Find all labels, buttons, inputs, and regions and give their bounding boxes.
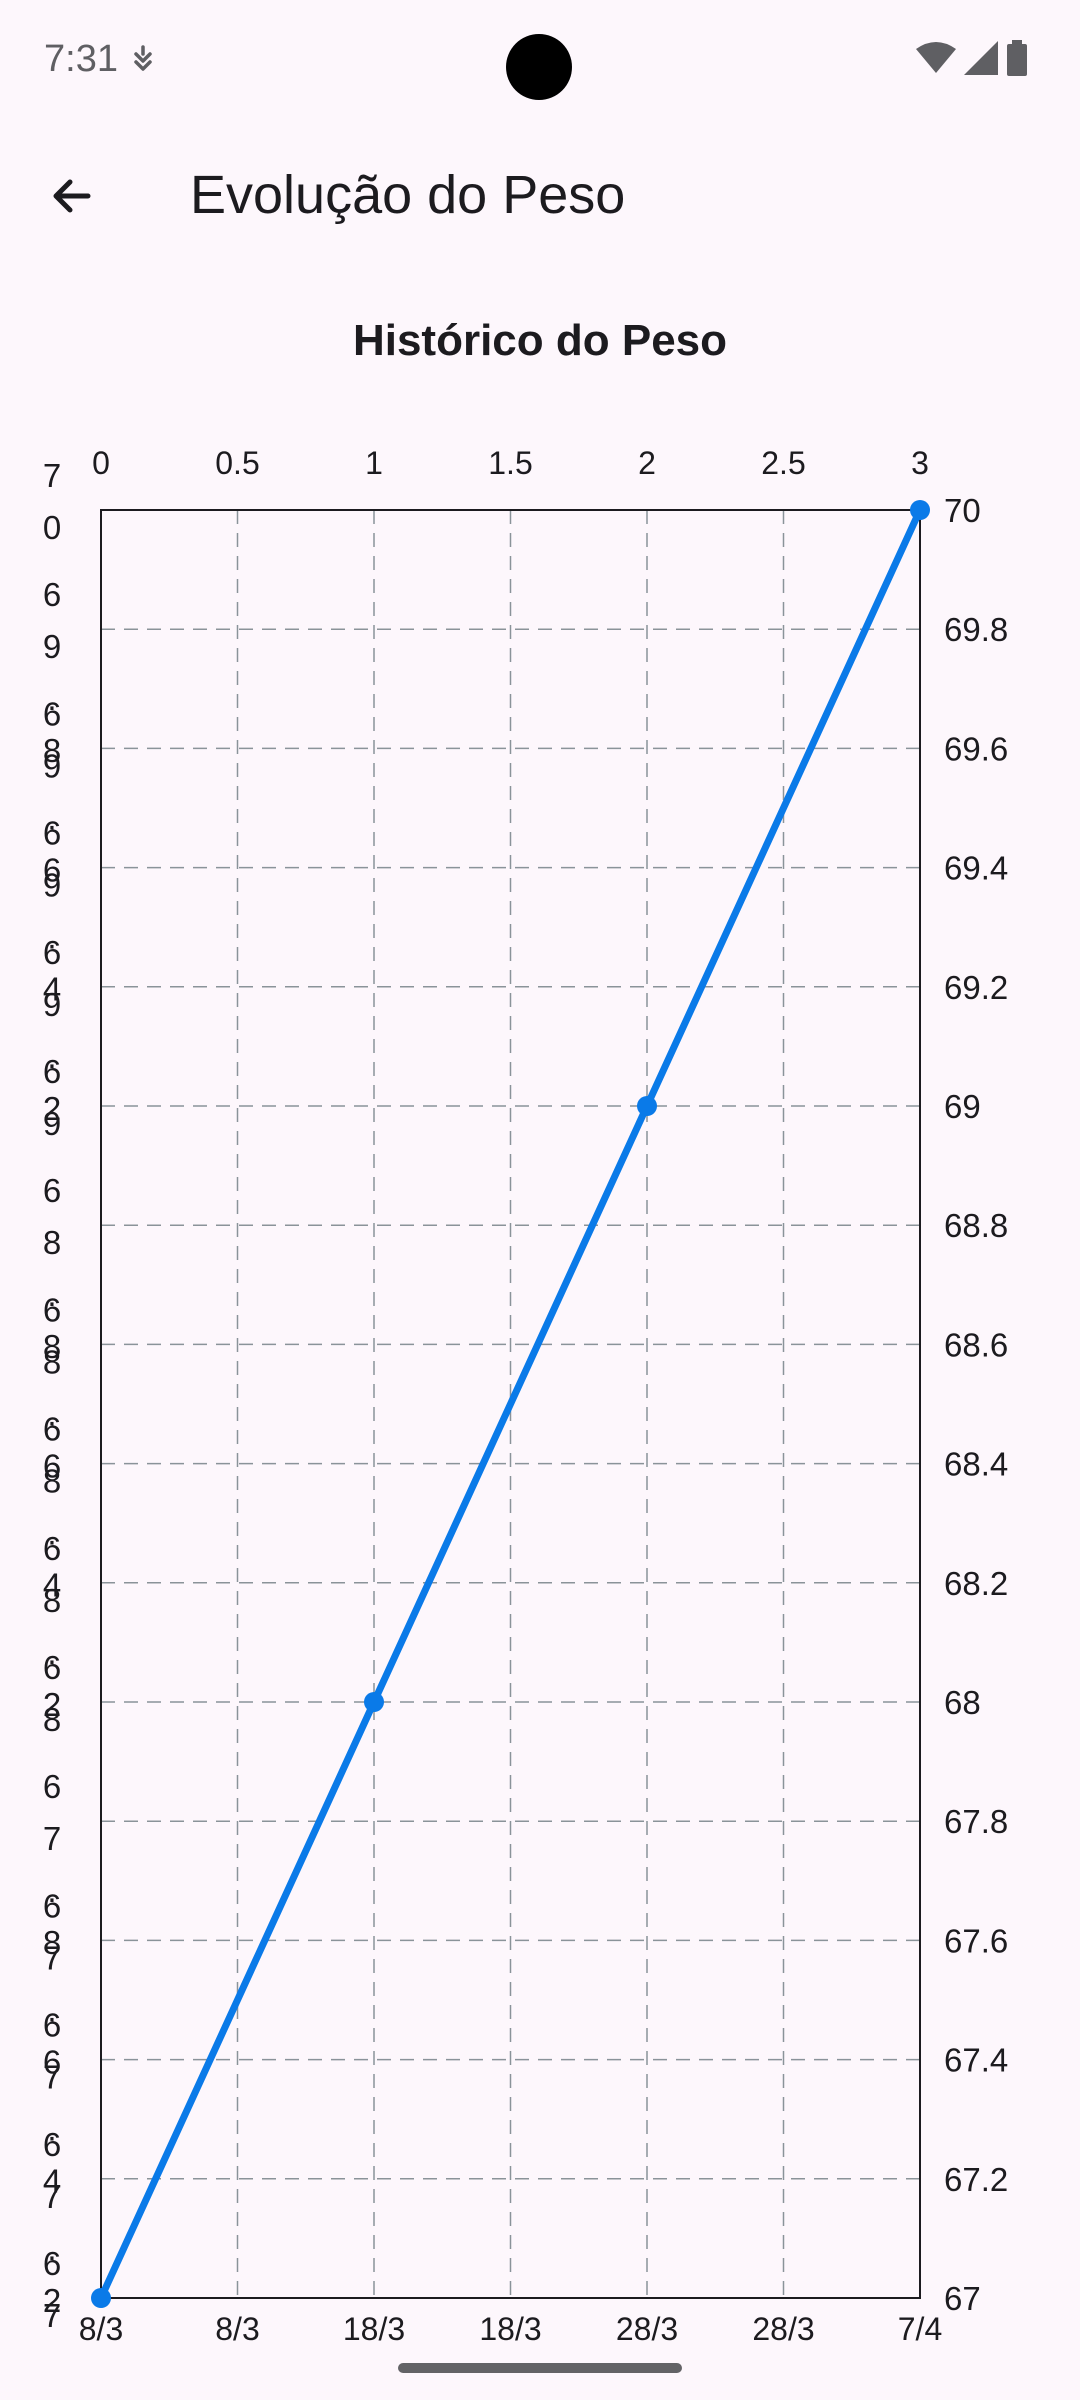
x-tick-label-top: 2.5 bbox=[761, 445, 805, 481]
data-point bbox=[910, 500, 930, 520]
plot-border bbox=[100, 509, 921, 2299]
x-tick-label-top: 1.5 bbox=[488, 445, 532, 481]
app-bar: Evolução do Peso bbox=[0, 140, 1080, 250]
x-tick-label-bottom: 7/4 bbox=[898, 2311, 942, 2347]
y-tick-label-right: 67 bbox=[944, 2280, 981, 2317]
y-tick-label-right: 68.2 bbox=[944, 1565, 1008, 1602]
y-tick-label-right: 69.8 bbox=[944, 611, 1008, 648]
data-point bbox=[91, 2288, 111, 2308]
y-tick-label-right: 69 bbox=[944, 1088, 981, 1125]
x-tick-label-bottom: 8/3 bbox=[79, 2311, 123, 2347]
x-tick-label-bottom: 18/3 bbox=[343, 2311, 405, 2347]
notification-icon bbox=[130, 44, 156, 79]
series-line bbox=[97, 506, 924, 2302]
gesture-nav-handle[interactable] bbox=[398, 2363, 682, 2373]
y-tick-label-right: 67.6 bbox=[944, 1922, 1008, 1959]
y-tick-label-right: 69.6 bbox=[944, 730, 1008, 767]
y-tick-label-right: 67.2 bbox=[944, 2161, 1008, 2198]
data-point bbox=[637, 1096, 657, 1116]
y-tick-label-right: 69.2 bbox=[944, 969, 1008, 1006]
y-tick-label-right: 68 bbox=[944, 1684, 981, 1721]
signal-icon bbox=[964, 41, 998, 80]
y-tick-label-right: 70 bbox=[944, 492, 981, 529]
y-tick-label-right: 69.4 bbox=[944, 850, 1008, 887]
status-time: 7:31 bbox=[44, 38, 118, 80]
page-title: Evolução do Peso bbox=[190, 165, 626, 225]
arrow-back-icon bbox=[48, 172, 96, 225]
y-tick-label-right: 68.4 bbox=[944, 1446, 1008, 1483]
x-tick-label-bottom: 28/3 bbox=[616, 2311, 678, 2347]
x-tick-label-top: 3 bbox=[911, 445, 929, 481]
x-tick-label-top: 2 bbox=[638, 445, 656, 481]
back-button[interactable] bbox=[36, 162, 108, 234]
y-tick-label-right: 68.8 bbox=[944, 1207, 1008, 1244]
x-tick-label-bottom: 28/3 bbox=[752, 2311, 814, 2347]
x-tick-label-top: 0 bbox=[92, 445, 110, 481]
y-tick-label-right: 68.6 bbox=[944, 1326, 1008, 1363]
x-tick-label-top: 0.5 bbox=[215, 445, 259, 481]
y-tick-label-right: 67.8 bbox=[944, 1803, 1008, 1840]
wifi-icon bbox=[916, 41, 956, 80]
status-bar: 7:31 bbox=[0, 0, 1080, 120]
data-point bbox=[364, 1692, 384, 1712]
x-tick-label-bottom: 8/3 bbox=[215, 2311, 259, 2347]
x-tick-label-top: 1 bbox=[365, 445, 383, 481]
battery-icon bbox=[1006, 40, 1028, 81]
x-tick-label-bottom: 18/3 bbox=[479, 2311, 541, 2347]
chart-title: Histórico do Peso bbox=[352, 316, 728, 365]
camera-cutout bbox=[506, 34, 572, 100]
y-tick-label-right: 67.4 bbox=[944, 2042, 1008, 2079]
